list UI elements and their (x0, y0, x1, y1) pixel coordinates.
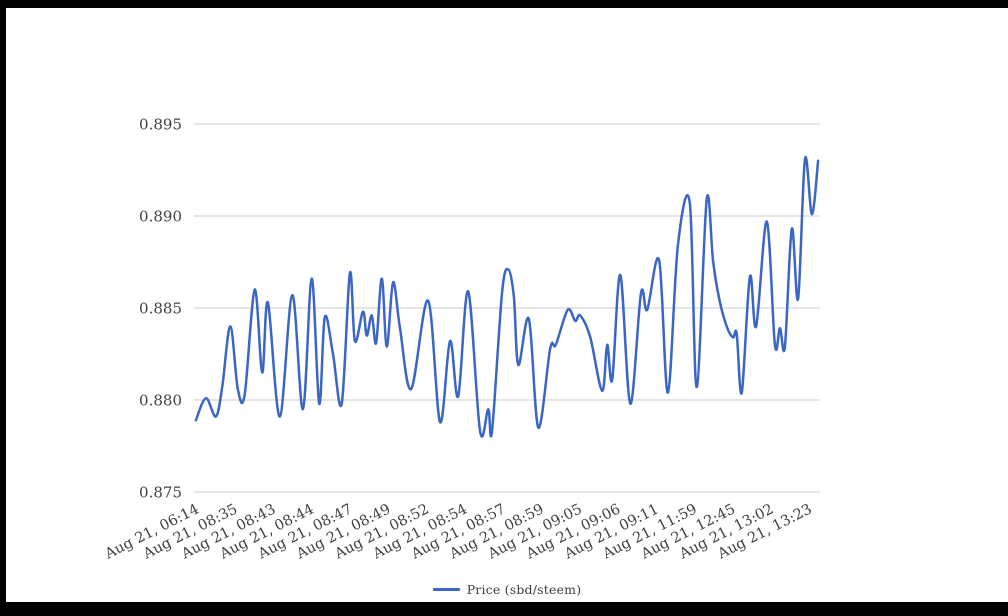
y-tick-label: 0.875 (139, 484, 182, 502)
y-tick-label: 0.880 (139, 392, 182, 410)
legend: Price (sbd/steem) (6, 579, 1008, 599)
y-tick-label: 0.895 (139, 116, 182, 134)
legend-label: Price (sbd/steem) (466, 581, 582, 597)
legend-line-swatch (432, 587, 460, 591)
price-series-line (194, 155, 820, 438)
y-tick-label: 0.885 (139, 300, 182, 318)
y-tick-label: 0.890 (139, 208, 182, 226)
chart-canvas: 0.895 0.890 0.885 0.880 0.875 Aug 21, 06:14 Au… (6, 8, 1008, 602)
